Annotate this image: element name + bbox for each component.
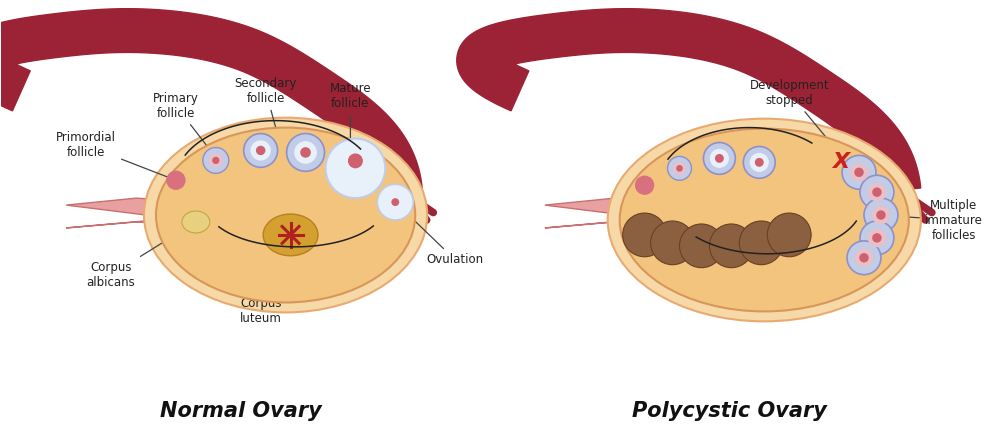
Text: Corpus
luteum: Corpus luteum [240,238,290,326]
Circle shape [203,147,229,173]
Circle shape [847,241,881,275]
Circle shape [703,143,735,174]
Circle shape [348,154,363,169]
Circle shape [668,156,691,180]
Circle shape [377,184,413,220]
Text: Ovulation: Ovulation [397,204,484,266]
Text: Multiple
immature
follicles: Multiple immature follicles [880,198,983,242]
Circle shape [715,154,724,163]
Polygon shape [457,9,921,192]
Circle shape [300,147,311,158]
Circle shape [209,153,223,168]
Circle shape [859,253,869,263]
Ellipse shape [608,119,921,321]
Circle shape [676,165,683,172]
Circle shape [860,175,894,209]
Circle shape [743,147,775,178]
Circle shape [876,210,886,220]
Circle shape [294,141,317,164]
Circle shape [872,233,882,242]
Circle shape [739,221,783,265]
Circle shape [325,139,385,198]
Circle shape [680,224,723,268]
Polygon shape [545,198,744,230]
Circle shape [651,221,694,265]
Text: Secondary
follicle: Secondary follicle [234,77,297,143]
Text: Development
stopped: Development stopped [749,79,839,153]
Circle shape [860,221,894,255]
Circle shape [767,213,811,257]
Circle shape [709,224,753,268]
Text: X: X [832,152,850,172]
Circle shape [868,229,886,247]
Circle shape [212,157,219,164]
Circle shape [391,198,399,206]
Polygon shape [66,198,266,230]
Text: Mature
follicle: Mature follicle [330,82,371,148]
Circle shape [750,153,769,172]
Ellipse shape [182,211,210,233]
Circle shape [710,149,729,168]
Ellipse shape [620,128,909,312]
Circle shape [636,176,654,194]
Text: Corpus
albicans: Corpus albicans [87,224,193,289]
Ellipse shape [156,128,415,302]
Circle shape [850,163,868,182]
Circle shape [872,187,882,197]
Circle shape [250,140,271,161]
Circle shape [256,146,265,155]
Circle shape [623,213,667,257]
Circle shape [755,158,764,167]
Polygon shape [0,9,422,192]
Circle shape [854,168,864,177]
Circle shape [855,249,873,267]
Text: Primordial
follicle: Primordial follicle [56,132,173,179]
Text: Primary
follicle: Primary follicle [153,92,214,155]
Circle shape [872,206,890,224]
Ellipse shape [144,117,427,312]
Circle shape [673,162,686,175]
Circle shape [287,134,324,171]
Circle shape [864,198,898,232]
Text: Polycystic Ovary: Polycystic Ovary [632,401,827,421]
Ellipse shape [263,214,318,256]
Circle shape [868,183,886,202]
Text: Normal Ovary: Normal Ovary [160,401,322,421]
Circle shape [842,155,876,189]
Circle shape [244,134,278,167]
Circle shape [167,171,185,189]
